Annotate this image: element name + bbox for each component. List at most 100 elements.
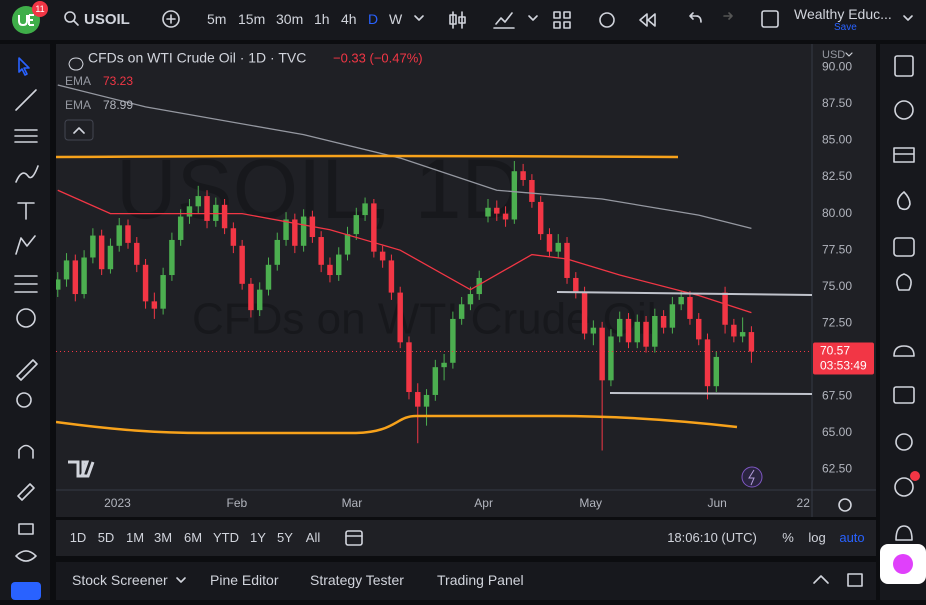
drawn-resistance[interactable]: [55, 154, 679, 159]
zoom-tool[interactable]: [16, 392, 32, 408]
panel-tab[interactable]: Strategy Tester: [310, 572, 404, 588]
save[interactable]: Save: [834, 22, 857, 33]
interval[interactable]: W: [389, 11, 403, 27]
interval[interactable]: 4h: [341, 11, 357, 27]
stay-drawing[interactable]: [17, 483, 35, 501]
settings[interactable]: [838, 498, 852, 512]
range[interactable]: All: [305, 530, 321, 545]
cursor-tool[interactable]: [18, 57, 30, 76]
indicators-menu[interactable]: [528, 15, 538, 21]
symbol[interactable]: USOIL: [84, 11, 130, 28]
price-axis: [812, 44, 876, 517]
fib-tool[interactable]: [14, 129, 38, 143]
candle-body: [731, 324, 737, 337]
alert[interactable]: [599, 12, 615, 28]
candle-body: [502, 213, 509, 220]
candle-body: [344, 234, 351, 255]
broadcast[interactable]: [894, 477, 914, 497]
logo-mark: [18, 14, 34, 27]
range[interactable]: 6M: [183, 530, 203, 545]
text-tool[interactable]: [17, 202, 35, 220]
candle-body: [63, 260, 70, 280]
auto-toggle[interactable]: auto: [839, 530, 865, 545]
search-icon[interactable]: [64, 11, 76, 23]
brush-tool[interactable]: [15, 165, 39, 183]
candle-body: [90, 235, 96, 258]
range[interactable]: 5D: [97, 530, 115, 545]
hotlists[interactable]: [896, 191, 911, 211]
y-tick-label: 82.50: [822, 169, 852, 183]
interval[interactable]: 1h: [314, 11, 330, 27]
panel-menu[interactable]: [174, 574, 188, 586]
lock-tool[interactable]: [18, 523, 34, 535]
candle-body: [590, 327, 597, 334]
candle-body: [283, 219, 289, 240]
add-symbol[interactable]: [162, 10, 180, 28]
calendar[interactable]: [893, 237, 915, 257]
trend-line-tool[interactable]: [15, 89, 37, 111]
collapse-legend[interactable]: [64, 119, 94, 141]
range[interactable]: YTD: [213, 530, 239, 545]
tv-logo[interactable]: [68, 460, 95, 478]
magnet-tool[interactable]: [18, 444, 34, 459]
range[interactable]: 3M: [153, 530, 173, 545]
fullscreen[interactable]: [761, 10, 779, 28]
notifications[interactable]: [895, 433, 913, 451]
alerts[interactable]: [894, 100, 914, 120]
candle-body: [537, 201, 544, 235]
watchlist[interactable]: [894, 55, 914, 77]
indicators[interactable]: [493, 12, 515, 29]
data-window[interactable]: [893, 147, 915, 163]
interval[interactable]: 5m: [207, 11, 227, 27]
layouts[interactable]: [553, 11, 571, 29]
account-menu[interactable]: [903, 15, 913, 21]
panel-tab[interactable]: Stock Screener: [72, 572, 168, 588]
panel-tab[interactable]: Trading Panel: [437, 572, 524, 588]
replay[interactable]: [639, 13, 656, 27]
candle-body: [177, 216, 184, 240]
range[interactable]: 1D: [69, 530, 87, 545]
ideas[interactable]: [896, 273, 912, 291]
candle-body: [116, 225, 122, 246]
prediction-tool[interactable]: [14, 275, 38, 293]
interval[interactable]: 15m: [238, 11, 266, 27]
account[interactable]: Wealthy Educ...: [794, 6, 892, 22]
interval[interactable]: 30m: [276, 11, 304, 27]
currency[interactable]: USD: [822, 49, 845, 61]
pattern-tool[interactable]: [15, 235, 36, 255]
bell[interactable]: [895, 525, 913, 541]
panel-tab[interactable]: Pine Editor: [210, 572, 279, 588]
measure-tool[interactable]: [16, 359, 38, 381]
panel-controls[interactable]: [808, 570, 868, 590]
clock[interactable]: 18:06:10 (UTC): [667, 530, 757, 545]
drawn-support[interactable]: [55, 414, 738, 435]
y-tick-label: 67.50: [822, 389, 852, 403]
flash-icon[interactable]: [741, 466, 763, 488]
x-tick-label: Mar: [342, 496, 363, 510]
remove-tool[interactable]: [11, 582, 41, 600]
date-range-icon[interactable]: [344, 528, 366, 548]
range[interactable]: 5Y: [277, 530, 293, 545]
icon-tool[interactable]: [16, 308, 36, 328]
hide-tool[interactable]: [15, 550, 37, 562]
interval-active[interactable]: D: [368, 11, 379, 27]
drawn-level[interactable]: [609, 392, 813, 395]
candle-body: [388, 260, 395, 293]
range[interactable]: 1Y: [250, 530, 266, 545]
redo[interactable]: [723, 12, 733, 20]
badge-count: 11: [35, 4, 44, 14]
candle-body: [406, 342, 412, 393]
interval-menu[interactable]: [414, 15, 424, 21]
candle-body: [432, 367, 439, 395]
currency-menu: [845, 52, 853, 57]
flash-bolt: [748, 469, 755, 486]
visibility-icon[interactable]: [68, 57, 84, 71]
percent-toggle[interactable]: %: [782, 530, 794, 545]
chart-type[interactable]: [449, 11, 466, 29]
drawn-level[interactable]: [556, 291, 813, 296]
log-toggle[interactable]: log: [808, 530, 826, 545]
undo[interactable]: [689, 12, 702, 23]
range[interactable]: 1M: [125, 530, 145, 545]
chats[interactable]: [893, 386, 915, 404]
streams[interactable]: [893, 345, 915, 357]
